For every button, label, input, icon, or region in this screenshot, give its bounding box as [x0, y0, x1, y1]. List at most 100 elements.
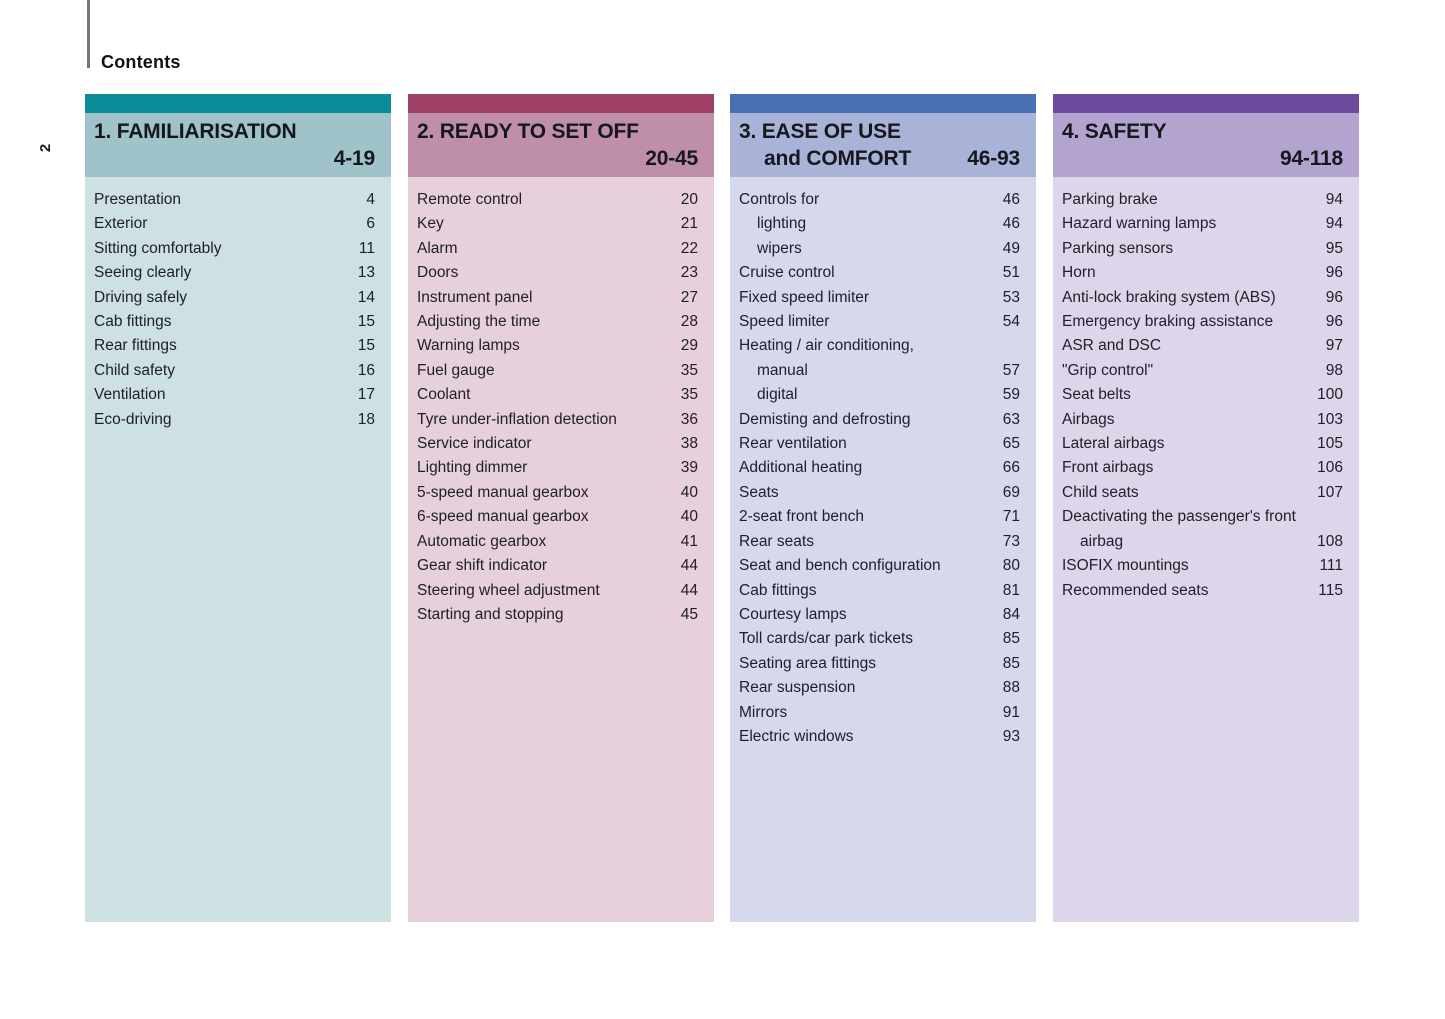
toc-item-page: 16	[357, 361, 375, 379]
toc-item-label: Driving safely	[94, 288, 188, 306]
toc-item-page: 22	[680, 239, 698, 257]
section-page-range: 94-118	[1279, 147, 1343, 170]
section-title: 1. FAMILIARISATION	[94, 120, 297, 143]
toc-item-page: 63	[1002, 410, 1020, 428]
toc-item-label: wipers	[757, 239, 802, 257]
toc-item-label: Recommended seats	[1062, 581, 1209, 599]
toc-item: Fuel gauge 35	[408, 359, 714, 383]
toc-item-label: Lighting dimmer	[417, 459, 528, 477]
toc-item-label: Speed limiter	[739, 313, 830, 331]
toc-section-familiarisation: 1. FAMILIARISATION 4-19 Presentation 4 Exter…	[85, 94, 391, 922]
toc-section-ready-to-set-off: 2. READY TO SET OFF 20-45 Remote control 20…	[408, 94, 714, 922]
toc-item: Airbags 103	[1053, 408, 1359, 432]
section-title: 3. EASE OF USE	[739, 120, 901, 143]
toc-item-page: 28	[680, 313, 698, 331]
toc-item-page: 105	[1317, 435, 1343, 453]
toc-item-page: 6	[366, 215, 375, 233]
toc-item-page: 46	[1002, 215, 1020, 233]
toc-item: Additional heating 66	[730, 456, 1036, 480]
toc-item-label: Service indicator	[417, 435, 532, 453]
toc-item: Sitting comfortably 11	[85, 237, 391, 261]
toc-item-page: 85	[1002, 630, 1020, 648]
toc-item-label: Rear suspension	[739, 679, 856, 697]
toc-item: wipers 49	[730, 237, 1036, 261]
section-items: Controls for 46 lighting 46 wipers 49 Cruise c…	[730, 177, 1036, 922]
toc-item: Exterior 6	[85, 212, 391, 236]
toc-item: Seating area fittings 85	[730, 652, 1036, 676]
toc-item: Starting and stopping 45	[408, 603, 714, 627]
toc-item: Controls for 46	[730, 188, 1036, 212]
toc-item-label: Deactivating the passenger's front	[1062, 508, 1296, 526]
toc-item: Seeing clearly 13	[85, 261, 391, 285]
toc-item-label: Tyre under-inflation detection	[417, 410, 617, 428]
toc-item-page: 71	[1002, 508, 1020, 526]
toc-item-label: Fixed speed limiter	[739, 288, 870, 306]
toc-item: Seats 69	[730, 481, 1036, 505]
toc-item: ISOFIX mountings 111	[1053, 554, 1359, 578]
toc-item-page: 27	[680, 288, 698, 306]
section-items: Remote control 20 Key 21 Alarm 22 Doors 23 Instr…	[408, 177, 714, 922]
toc-item-page: 21	[680, 215, 698, 233]
toc-item-label: Fuel gauge	[417, 361, 495, 379]
toc-item: Hazard warning lamps 94	[1053, 212, 1359, 236]
toc-item-page: 103	[1317, 410, 1343, 428]
toc-item-page: 38	[680, 435, 698, 453]
toc-item-page: 39	[680, 459, 698, 477]
toc-item-label: Adjusting the time	[417, 313, 541, 331]
toc-item-label: Instrument panel	[417, 288, 533, 306]
toc-item-label: Lateral airbags	[1062, 435, 1165, 453]
toc-item-label: lighting	[757, 215, 807, 233]
toc-item-page: 40	[680, 508, 698, 526]
toc-item: Instrument panel 27	[408, 286, 714, 310]
toc-item-page: 98	[1325, 361, 1343, 379]
toc-item-label: Cab fittings	[739, 581, 817, 599]
toc-item: Warning lamps 29	[408, 334, 714, 358]
toc-item-label: Anti-lock braking system (ABS)	[1062, 288, 1276, 306]
toc-item-page: 4	[366, 191, 375, 208]
section-page-range: 46-93	[967, 147, 1020, 170]
toc-item: Rear fittings 15	[85, 334, 391, 358]
toc-item: Gear shift indicator 44	[408, 554, 714, 578]
toc-item-page: 49	[1002, 239, 1020, 257]
toc-item: Horn 96	[1053, 261, 1359, 285]
toc-item-page: 46	[1002, 191, 1020, 208]
toc-item: Key 21	[408, 212, 714, 236]
toc-item-label: Exterior	[94, 215, 148, 233]
toc-item: Presentation 4	[85, 188, 391, 212]
toc-item-page: 35	[680, 361, 698, 379]
toc-item-page: 107	[1317, 483, 1343, 501]
toc-item: digital 59	[730, 383, 1036, 407]
toc-item-page: 53	[1002, 288, 1020, 306]
toc-item-page: 40	[680, 483, 698, 501]
toc-item: Cab fittings 15	[85, 310, 391, 334]
toc-item: Lighting dimmer 39	[408, 456, 714, 480]
toc-item-label: Controls for	[739, 191, 820, 208]
toc-item: Driving safely 14	[85, 286, 391, 310]
toc-item-page: 44	[680, 581, 698, 599]
toc-item-label: Automatic gearbox	[417, 532, 547, 550]
toc-item-label: ISOFIX mountings	[1062, 557, 1189, 575]
section-title-line2	[417, 145, 442, 172]
toc-item-label: Seats	[739, 483, 779, 501]
toc-item-label: airbag	[1080, 532, 1124, 550]
toc-item-page: 15	[357, 313, 375, 331]
toc-item: Fixed speed limiter 53	[730, 286, 1036, 310]
toc-item: Deactivating the passenger's front	[1053, 505, 1359, 529]
toc-item: Ventilation 17	[85, 383, 391, 407]
toc-item: 5-speed manual gearbox 40	[408, 481, 714, 505]
toc-item-label: Child seats	[1062, 483, 1139, 501]
toc-item-label: Horn	[1062, 264, 1096, 282]
toc-item-page: 18	[357, 410, 375, 428]
section-title: 4. SAFETY	[1062, 120, 1167, 143]
toc-item-label: 6-speed manual gearbox	[417, 508, 589, 526]
section-title-line2	[1062, 145, 1087, 172]
toc-item-page: 36	[680, 410, 698, 428]
toc-item-label: "Grip control"	[1062, 361, 1154, 379]
toc-item-label: Eco-driving	[94, 410, 172, 428]
toc-item: Seat belts 100	[1053, 383, 1359, 407]
toc-item-page: 29	[680, 337, 698, 355]
toc-item-page: 85	[1002, 654, 1020, 672]
toc-item: Lateral airbags 105	[1053, 432, 1359, 456]
toc-item: lighting 46	[730, 212, 1036, 236]
